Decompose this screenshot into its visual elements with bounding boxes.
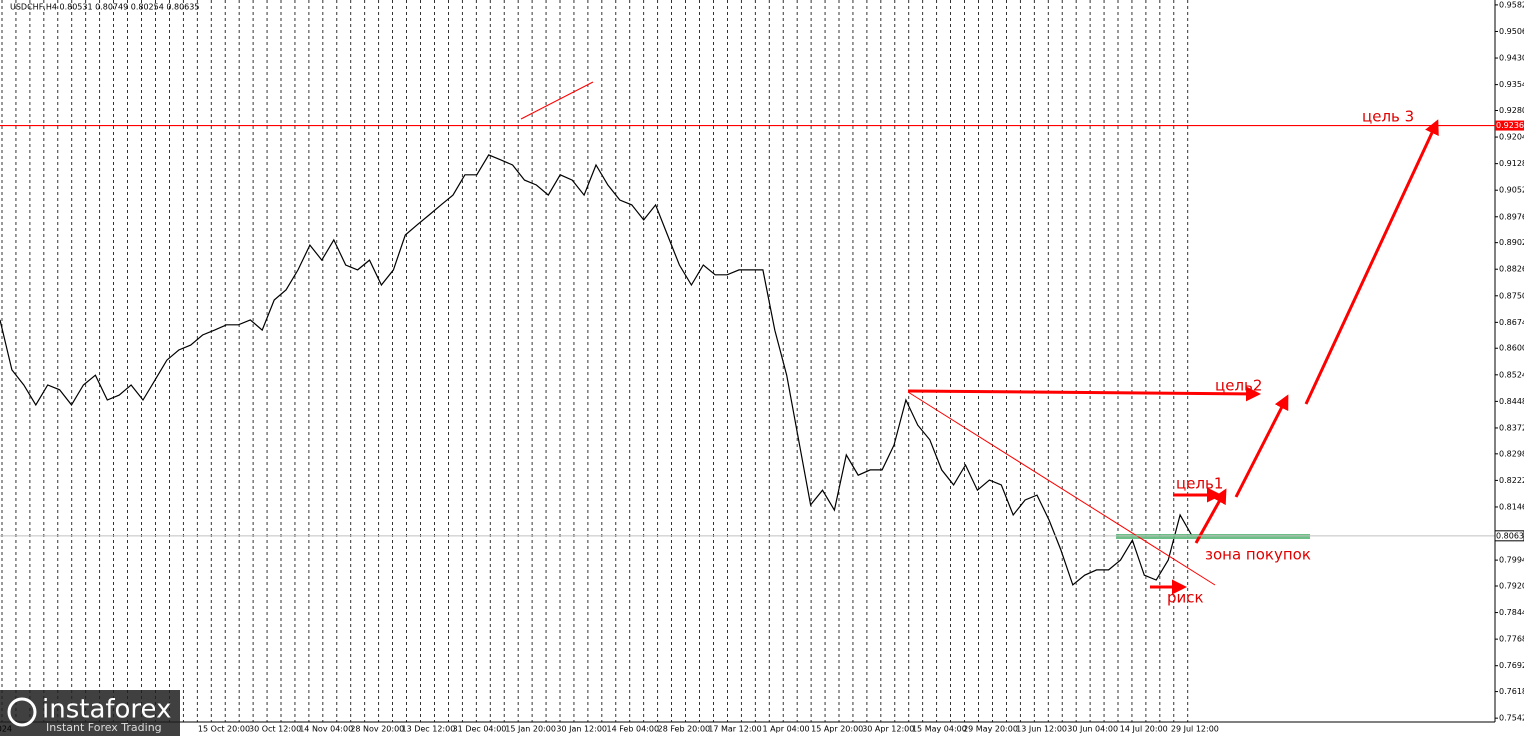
x-tick-label: 13 Jun 12:00 [1016,725,1067,734]
x-tick-label: 14 Nov 04:00 [299,725,353,734]
x-tick-label: 13 Dec 12:00 [401,725,455,734]
x-tick-label: 14 Jul 20:00 [1120,725,1168,734]
current-price-box [1494,530,1524,542]
watermark-logo [7,697,37,727]
y-tick-label: 0.91280 [1499,159,1524,168]
y-tick-label: 0.78440 [1499,608,1524,617]
y-tick-label: 0.90520 [1499,186,1524,195]
x-tick-label: 14 Feb 04:00 [607,725,659,734]
annotation: риск [1167,589,1204,607]
arrow [907,386,1261,402]
y-tick-label: 0.76920 [1499,661,1524,670]
y-tick-label: 0.86740 [1499,318,1524,327]
y-tick-label: 0.95820 [1499,0,1524,9]
x-tick-label: 31 Dec 04:00 [453,725,507,734]
trendline [907,391,1216,586]
y-tick-label: 0.76180 [1499,687,1524,696]
watermark-box [0,690,180,736]
y-tick-label: 0.84480 [1499,397,1524,406]
annotation: цель2 [1215,377,1262,395]
y-tick-label: 0.75420 [1499,714,1524,723]
y-tick-label: 0.95060 [1499,27,1524,36]
y-tick-label: 0.92040 [1499,133,1524,142]
y-tick-label: 0.93540 [1499,80,1524,89]
x-tick-label: 29 May 20:00 [963,725,1018,734]
x-tick-label: 28 Feb 20:00 [658,725,710,734]
y-tick-label: 0.88260 [1499,265,1524,274]
plot [0,154,1193,586]
watermark: instaforex [42,695,171,725]
y-tick-label: 0.86000 [1499,344,1524,353]
x-tick-label: 15 Oct 20:00 [198,725,250,734]
y-tick-label: 0.87500 [1499,291,1524,300]
annotation: цель1 [1176,475,1223,493]
x-tick-label: 30 Apr 12:00 [862,725,914,734]
arrows [907,119,1439,595]
y-tick-label: 0.81460 [1499,502,1524,511]
x-tick-label: 1 Apr 04:00 [763,725,810,734]
x-tick-label: 15 Apr 20:00 [811,725,863,734]
y-tick-label: 0.85240 [1499,370,1524,379]
period-separators [1,0,1189,722]
x-tick-label: 30 Oct 12:00 [249,725,301,734]
price-line [0,154,1193,586]
y-tick-label: 0.79200 [1499,581,1524,590]
arrow [1304,119,1439,405]
x-tick-label: 15 May 04:00 [912,725,967,734]
trend-mark [520,81,594,120]
current-price-label: 0.80635 [1496,531,1524,540]
annotation: зона покупок [1205,546,1311,564]
buy-zone [1116,534,1310,539]
y-tick-label: 0.82980 [1499,449,1524,458]
x-tick-label: 6 Aug 2024 [0,725,12,734]
chart-title: USDCHF,H4 0.80531 0.80749 0.80254 0.8063… [10,3,199,12]
x-tick-label: 30 Jun 04:00 [1067,725,1118,734]
x-tick-label: 15 Jan 20:00 [505,725,556,734]
watermark-tagline: Instant Forex Trading [46,721,162,734]
x-tick-label: 28 Nov 20:00 [350,725,404,734]
arrow [1234,394,1289,498]
annotation: цель 3 [1362,108,1414,126]
level-label: 0.92369 [1496,121,1524,130]
x-tick-label: 17 Mar 12:00 [708,725,761,734]
y-tick-label: 0.83720 [1499,423,1524,432]
y-tick-label: 0.79940 [1499,556,1524,565]
y-tick-label: 0.89760 [1499,212,1524,221]
y-tick-label: 0.94300 [1499,54,1524,63]
x-tick-label: 30 Jan 12:00 [556,725,607,734]
level-label-box [1495,120,1524,131]
x-tick-label: 29 Jul 12:00 [1171,725,1219,734]
y-tick-label: 0.92800 [1499,106,1524,115]
y-tick-label: 0.89020 [1499,238,1524,247]
y-tick-label: 0.77680 [1499,635,1524,644]
y-tick-label: 0.82220 [1499,476,1524,485]
